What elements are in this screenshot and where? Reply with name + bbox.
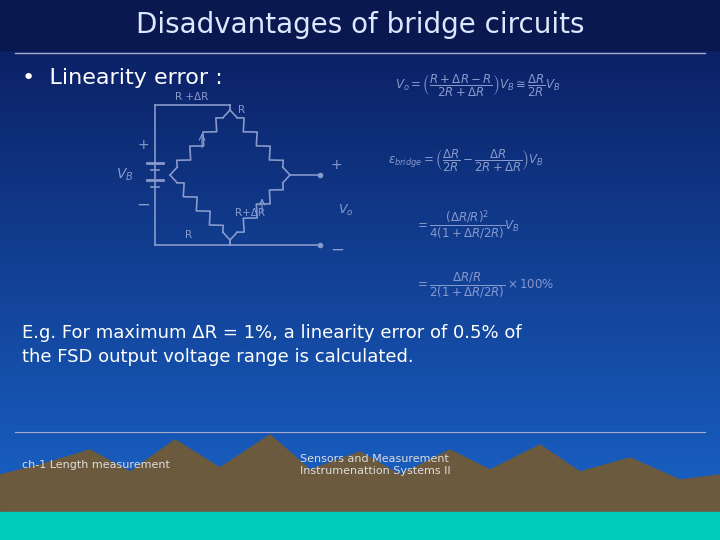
Polygon shape <box>0 0 720 50</box>
Text: −: − <box>136 196 150 214</box>
Text: Sensors and Measurement
Instrumenattion Systems II: Sensors and Measurement Instrumenattion … <box>300 454 451 476</box>
Polygon shape <box>0 512 720 540</box>
Text: Disadvantages of bridge circuits: Disadvantages of bridge circuits <box>136 11 584 39</box>
Text: R: R <box>185 230 192 240</box>
Text: $= \dfrac{\Delta R/R}{2(1 + \Delta R/2R)} \times 100\%$: $= \dfrac{\Delta R/R}{2(1 + \Delta R/2R)… <box>415 270 554 300</box>
Text: −: − <box>330 241 344 259</box>
Polygon shape <box>0 435 720 540</box>
Text: $V_B$: $V_B$ <box>116 167 134 183</box>
Text: $= \dfrac{(\Delta R/R)^2}{4(1 + \Delta R/2R)}V_B$: $= \dfrac{(\Delta R/R)^2}{4(1 + \Delta R… <box>415 208 520 241</box>
Text: ch-1 Length measurement: ch-1 Length measurement <box>22 460 170 470</box>
Text: E.g. For maximum ΔR = 1%, a linearity error of 0.5% of
the FSD output voltage ra: E.g. For maximum ΔR = 1%, a linearity er… <box>22 323 521 367</box>
Text: R: R <box>238 105 245 115</box>
Text: •  Linearity error :: • Linearity error : <box>22 68 222 88</box>
Text: $V_o = \left(\dfrac{R + \Delta R - R}{2R + \Delta R}\right)V_B \cong \dfrac{\Del: $V_o = \left(\dfrac{R + \Delta R - R}{2R… <box>395 72 560 98</box>
Text: R +ΔR: R +ΔR <box>175 92 208 102</box>
Text: +: + <box>138 138 149 152</box>
Text: $V_o$: $V_o$ <box>338 202 354 218</box>
Text: +: + <box>330 158 341 172</box>
Text: $\varepsilon_{bridge} = \left(\dfrac{\Delta R}{2R} - \dfrac{\Delta R}{2R + \Delt: $\varepsilon_{bridge} = \left(\dfrac{\De… <box>388 147 544 173</box>
Text: R+ΔR: R+ΔR <box>235 207 265 218</box>
